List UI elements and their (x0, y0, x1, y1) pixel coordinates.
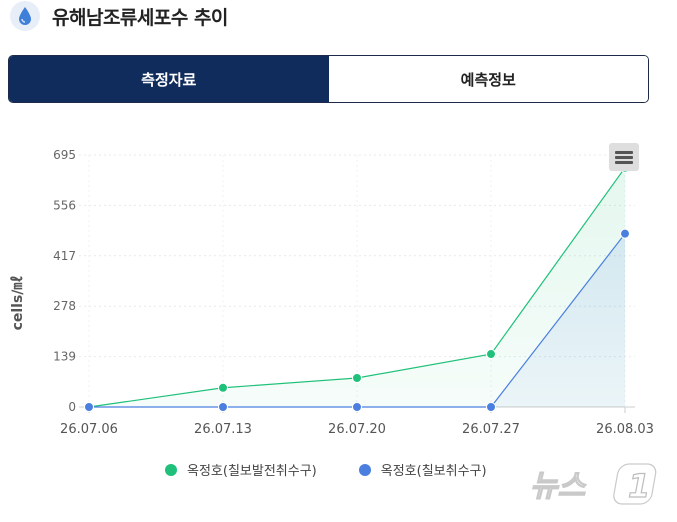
y-tick-label: 139 (53, 350, 76, 364)
legend-marker (358, 463, 371, 476)
svg-text:1: 1 (628, 467, 650, 505)
x-tick-label: 26.07.06 (60, 422, 118, 437)
chart-area: 0 139 278 417 556 695 26.07.06 26.07.13 26.07.2… (0, 125, 677, 522)
series-areas (89, 167, 625, 407)
series-area-2 (89, 233, 625, 407)
legend-marker (165, 463, 177, 476)
tab-forecast-info[interactable]: 예측정보 (328, 56, 648, 102)
chart-legend: 옥정호(칠보발전취수구) 옥정호(칠보취수구) (165, 460, 529, 479)
data-point-series-2[interactable] (486, 402, 496, 412)
y-tick-labels: 0 139 278 417 556 695 (53, 148, 76, 414)
data-point-series-1[interactable] (352, 372, 362, 383)
data-point-series-2[interactable] (84, 402, 94, 412)
svg-text:뉴스: 뉴스 (530, 469, 587, 504)
x-tick-label: 26.08.03 (596, 422, 654, 437)
tab-bar: 측정자료 예측정보 (8, 55, 649, 103)
y-tick-label: 0 (68, 400, 76, 414)
x-tick-labels: 26.07.06 26.07.13 26.07.20 26.07.27 26.08.03 (60, 422, 654, 437)
data-point-series-1[interactable] (218, 382, 228, 393)
legend-item-series-2[interactable]: 옥정호(칠보취수구) (358, 460, 487, 479)
data-point-series-2[interactable] (218, 402, 228, 412)
data-point-series-2[interactable] (352, 402, 362, 412)
x-tick-label: 26.07.13 (194, 422, 252, 437)
chart-menu-button[interactable] (609, 143, 639, 171)
legend-label: 옥정호(칠보취수구) (380, 464, 487, 479)
y-tick-label: 556 (53, 198, 76, 212)
legend-item-series-1[interactable]: 옥정호(칠보발전취수구) (165, 460, 317, 479)
y-tick-label: 417 (53, 249, 76, 263)
x-tick-label: 26.07.27 (462, 422, 520, 437)
chart-svg: 0 139 278 417 556 695 26.07.06 26.07.13 26.07.2… (10, 148, 654, 437)
y-tick-label: 278 (53, 299, 76, 313)
page-title: 유해남조류세포수 추이 (52, 6, 228, 29)
tab-measurement-data[interactable]: 측정자료 (9, 56, 329, 102)
x-tick-label: 26.07.20 (328, 422, 386, 437)
hamburger-menu-icon (615, 151, 633, 154)
page-header: 유해남조류세포수 추이 (10, 0, 228, 32)
news1-watermark-logo: 뉴스 1 (528, 460, 668, 510)
data-point-series-2[interactable] (620, 228, 630, 239)
data-point-series-1[interactable] (486, 349, 496, 360)
legend-label: 옥정호(칠보발전취수구) (187, 464, 317, 479)
y-tick-label: 695 (53, 148, 76, 162)
y-axis-title: cells/㎖ (10, 276, 26, 331)
water-drop-icon (10, 1, 40, 31)
